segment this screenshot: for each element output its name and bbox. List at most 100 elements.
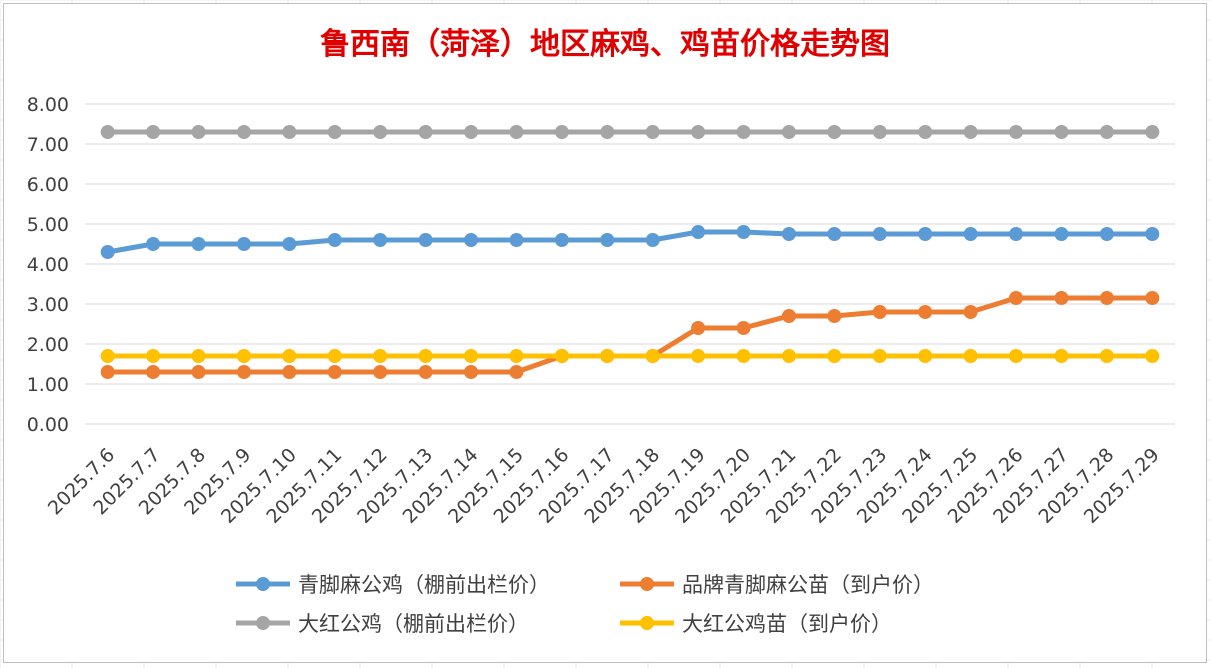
data-point xyxy=(600,233,615,247)
data-point xyxy=(736,321,751,335)
data-point xyxy=(146,125,161,139)
data-point xyxy=(327,349,342,363)
data-point xyxy=(781,349,796,363)
data-point xyxy=(418,349,433,363)
data-point xyxy=(1145,349,1160,363)
data-point xyxy=(554,349,569,363)
data-point xyxy=(464,365,479,379)
data-point xyxy=(1009,125,1024,139)
data-point xyxy=(100,349,115,363)
data-point xyxy=(781,309,796,323)
data-point xyxy=(146,237,161,251)
data-point xyxy=(282,365,297,379)
y-tick-label: 7.00 xyxy=(27,134,69,156)
data-point xyxy=(1009,349,1024,363)
data-point xyxy=(146,349,161,363)
data-point xyxy=(827,227,842,241)
data-point xyxy=(1054,227,1069,241)
data-point xyxy=(282,125,297,139)
data-point xyxy=(1145,227,1160,241)
data-point xyxy=(918,125,933,139)
data-point xyxy=(236,237,251,251)
legend-marker xyxy=(640,616,654,630)
data-point xyxy=(645,125,660,139)
series-lines xyxy=(100,125,1160,379)
data-point xyxy=(963,305,978,319)
data-point xyxy=(827,309,842,323)
data-point xyxy=(600,349,615,363)
data-point xyxy=(282,349,297,363)
data-point xyxy=(1145,291,1160,305)
legend-label: 品牌青脚麻公苗（到户价） xyxy=(682,573,934,597)
data-point xyxy=(464,233,479,247)
data-point xyxy=(736,225,751,239)
data-point xyxy=(1099,349,1114,363)
data-point xyxy=(373,349,388,363)
data-point xyxy=(1009,291,1024,305)
data-point xyxy=(1054,349,1069,363)
data-point xyxy=(418,233,433,247)
data-point xyxy=(373,233,388,247)
data-point xyxy=(827,349,842,363)
data-point xyxy=(736,125,751,139)
data-point xyxy=(327,365,342,379)
data-point xyxy=(872,305,887,319)
y-tick-label: 0.00 xyxy=(27,414,69,436)
chart-area[interactable] xyxy=(3,3,1207,663)
data-point xyxy=(236,125,251,139)
data-point xyxy=(963,125,978,139)
chart-title: 鲁西南（菏泽）地区麻鸡、鸡苗价格走势图 xyxy=(320,27,890,62)
data-point xyxy=(327,125,342,139)
data-point xyxy=(327,233,342,247)
legend: 青脚麻公鸡（棚前出栏价） 品牌青脚麻公苗（到户价） 大红公鸡（棚前出栏价） 大红公鸡苗… xyxy=(236,573,934,636)
series-line xyxy=(105,295,1155,375)
y-tick-label: 2.00 xyxy=(27,334,69,356)
data-point xyxy=(146,365,161,379)
legend-label: 青脚麻公鸡（棚前出栏价） xyxy=(298,573,550,597)
data-point xyxy=(282,237,297,251)
data-point xyxy=(1009,227,1024,241)
data-point xyxy=(373,365,388,379)
legend-entry: 大红公鸡（棚前出栏价） xyxy=(236,612,529,636)
data-point xyxy=(100,245,115,259)
y-tick-label: 5.00 xyxy=(27,214,69,236)
y-tick-label: 6.00 xyxy=(27,174,69,196)
data-point xyxy=(872,227,887,241)
data-point xyxy=(963,227,978,241)
data-point xyxy=(918,227,933,241)
legend-label: 大红公鸡（棚前出栏价） xyxy=(298,612,529,636)
series-3 xyxy=(100,349,1160,363)
y-axis-ticks: 0.00 1.00 2.00 3.00 4.00 5.00 6.00 7.00 8.00 xyxy=(27,94,69,436)
data-point xyxy=(691,349,706,363)
y-tick-label: 4.00 xyxy=(27,254,69,276)
data-point xyxy=(1145,125,1160,139)
data-point xyxy=(464,125,479,139)
data-point xyxy=(827,125,842,139)
data-point xyxy=(1099,227,1114,241)
series-1 xyxy=(100,291,1160,379)
data-point xyxy=(554,125,569,139)
series-2 xyxy=(100,125,1160,139)
data-point xyxy=(600,125,615,139)
data-point xyxy=(373,125,388,139)
legend-marker xyxy=(256,616,270,630)
data-point xyxy=(191,365,206,379)
data-point xyxy=(872,125,887,139)
y-tick-label: 1.00 xyxy=(27,374,69,396)
data-point xyxy=(191,125,206,139)
data-point xyxy=(100,125,115,139)
data-point xyxy=(418,365,433,379)
gridlines xyxy=(85,103,1175,425)
data-point xyxy=(191,237,206,251)
data-point xyxy=(645,233,660,247)
data-point xyxy=(554,233,569,247)
y-tick-label: 8.00 xyxy=(27,94,69,116)
data-point xyxy=(918,305,933,319)
data-point xyxy=(872,349,887,363)
data-point xyxy=(236,349,251,363)
data-point xyxy=(691,321,706,335)
data-point xyxy=(918,349,933,363)
legend-label: 大红公鸡苗（到户价） xyxy=(682,612,892,636)
data-point xyxy=(781,125,796,139)
data-point xyxy=(645,349,660,363)
